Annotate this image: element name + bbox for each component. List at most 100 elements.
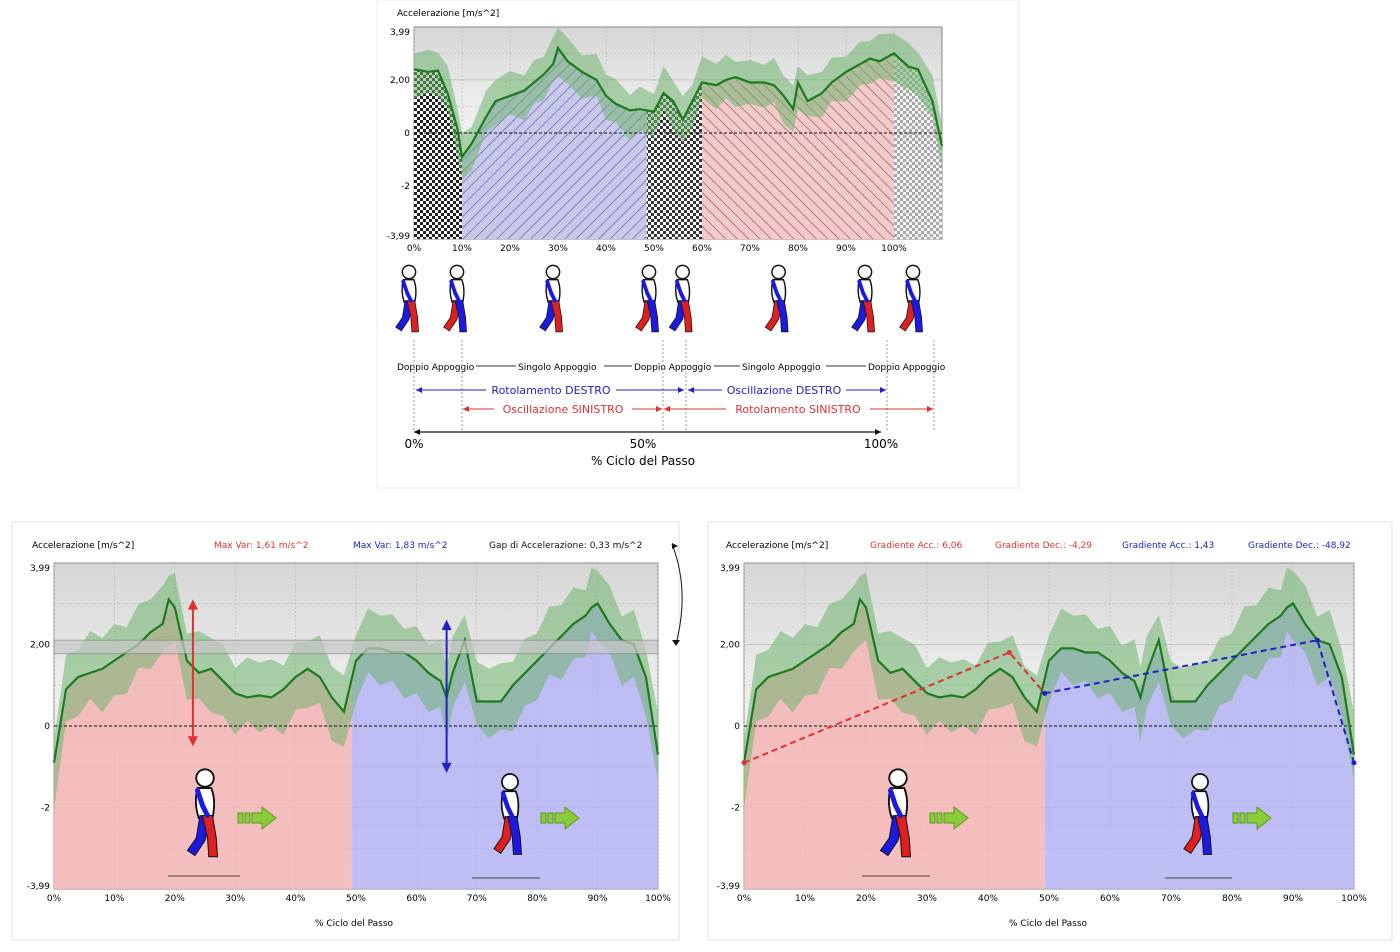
- phase-dividers: [413, 340, 935, 432]
- phase-single-support-1: Singolo Appoggio: [518, 363, 597, 373]
- left-chart: 3,99 2,00 0 -2 -3,99 0% 10% 20% 30% 40% 50% 60% 70% 8…: [27, 562, 671, 904]
- blue-gradient-point: [1351, 760, 1357, 766]
- left-xlabel: % Ciclo del Passo: [315, 919, 394, 929]
- mean-acceleration-line: [413, 45, 944, 160]
- walking-person-icon: [186, 768, 219, 858]
- direction-arrow-icon: [237, 805, 277, 831]
- y-tick-label: 2,00: [720, 640, 740, 650]
- x-tick-label: 70%: [467, 894, 487, 904]
- x-tick-label: 60%: [406, 894, 426, 904]
- phase-double-support-2: Doppio Appoggio: [634, 363, 712, 373]
- gap-bracket-arrow: [671, 543, 683, 645]
- y-tick-label: -3,99: [717, 882, 741, 892]
- blue-gradient-point: [1042, 690, 1048, 696]
- x-tick-label: 70%: [1161, 894, 1181, 904]
- right-chart: 3,99 2,00 0 -2 -3,99 0% 10% 20% 30% 40% 50% 60% 70% 8…: [717, 562, 1367, 904]
- right-header: Accelerazione [m/s^2] Gradiente Acc.: 6,…: [726, 541, 1351, 551]
- label-rot-sinistro: Rotolamento SINISTRO: [735, 403, 861, 416]
- right-xlabel: % Ciclo del Passo: [1009, 919, 1088, 929]
- variability-band: [414, 27, 942, 180]
- variability-band: [54, 567, 658, 809]
- walking-person-icon: [443, 264, 467, 333]
- variability-band: [744, 567, 1354, 809]
- right-grad-dec-red: Gradiente Dec.: -4,29: [995, 541, 1092, 551]
- left-max-var-red: Max Var: 1,61 m/s^2: [214, 541, 309, 551]
- x-tick-label: 80%: [1222, 894, 1242, 904]
- left-max-var-blue: Max Var: 1,83 m/s^2: [353, 541, 448, 551]
- walking-person-icon: [668, 264, 693, 333]
- y-tick-label: 3,99: [390, 28, 410, 38]
- x-tick-label: 30%: [548, 244, 568, 254]
- gap-arrowtail-icon: [672, 543, 678, 549]
- x-tick-label: 90%: [836, 244, 856, 254]
- left-ylabel: Accelerazione [m/s^2]: [32, 541, 134, 551]
- walking-person-icon: [395, 264, 419, 333]
- right-grad-acc-blue: Gradiente Acc.: 1,43: [1122, 541, 1214, 551]
- blue-gradient-point: [1314, 637, 1320, 643]
- label-osc-sinistro: Oscillazione SINISTRO: [503, 403, 624, 416]
- y-tick-label: -3,99: [27, 882, 51, 892]
- top-gait-figures: [395, 264, 923, 333]
- blue-arrow-down-icon: [441, 762, 452, 773]
- x-tick-label: 70%: [740, 244, 760, 254]
- x-tick-label: 40%: [978, 894, 998, 904]
- y-tick-label: -2: [401, 182, 410, 192]
- y-tick-label: -3,99: [387, 232, 411, 242]
- y-tick-label: 0: [44, 722, 50, 732]
- x-tick-label: 10%: [452, 244, 472, 254]
- y-tick-label: 2,00: [30, 640, 50, 650]
- y-tick-label: 3,99: [720, 564, 740, 574]
- y-tick-label: 0: [734, 722, 740, 732]
- walking-person-icon: [1183, 773, 1212, 855]
- phase-double-support-3: Doppio Appoggio: [868, 363, 946, 373]
- right-grad-dec-blue: Gradiente Dec.: -48,92: [1248, 541, 1351, 551]
- y-tick-label: -2: [731, 804, 740, 814]
- cycle-tick-0: 0%: [404, 437, 423, 451]
- walking-person-icon: [493, 773, 522, 855]
- x-tick-label: 20%: [500, 244, 520, 254]
- walking-person-icon: [851, 264, 875, 333]
- walking-person-icon: [635, 264, 659, 333]
- y-tick-label: 2,00: [390, 76, 410, 86]
- cycle-tick-100: 100%: [864, 437, 898, 451]
- x-tick-label: 100%: [881, 244, 907, 254]
- direction-arrow-icon: [540, 805, 580, 831]
- walking-person-icon: [539, 264, 563, 333]
- x-tick-label: 60%: [692, 244, 712, 254]
- x-tick-label: 20%: [165, 894, 185, 904]
- x-tick-label: 80%: [788, 244, 808, 254]
- x-tick-label: 50%: [346, 894, 366, 904]
- label-osc-destro: Oscillazione DESTRO: [727, 384, 842, 397]
- blue-arrow-up-icon: [441, 619, 452, 630]
- phase-arrows: Rotolamento DESTRO Oscillazione DESTRO O…: [416, 383, 933, 416]
- x-tick-label: 100%: [645, 894, 671, 904]
- top-ylabel: Accelerazione [m/s^2]: [397, 9, 499, 19]
- direction-arrow-icon: [1232, 805, 1272, 831]
- phase-single-support-2: Singolo Appoggio: [742, 363, 821, 373]
- walking-person-icon: [764, 264, 789, 333]
- walking-person-icon: [879, 768, 912, 858]
- direction-arrow-icon: [929, 805, 969, 831]
- x-tick-label: 40%: [596, 244, 616, 254]
- phase-labels: Doppio Appoggio Singolo Appoggio Doppio …: [397, 363, 946, 373]
- gap-band: [53, 639, 659, 655]
- x-tick-label: 50%: [1039, 894, 1059, 904]
- x-tick-label: 10%: [795, 894, 815, 904]
- red-gradient-point: [741, 760, 747, 766]
- blue-gradient-lines: [1044, 639, 1355, 764]
- right-ylabel: Accelerazione [m/s^2]: [726, 541, 828, 551]
- x-tick-label: 60%: [1100, 894, 1120, 904]
- mean-acceleration-line: [742, 596, 1356, 763]
- red-gradient-lines: [743, 651, 1046, 764]
- cycle-axis-label: % Ciclo del Passo: [591, 454, 695, 468]
- x-tick-label: 0%: [47, 894, 62, 904]
- red-gradient-point: [1006, 649, 1012, 655]
- cycle-tick-50: 50%: [630, 437, 657, 451]
- top-chart: 3,99 2,00 0 -2 -3,99 0% 10% 20% 30% 40% 50% 60% 70% 8…: [387, 26, 944, 254]
- x-tick-label: 80%: [527, 894, 547, 904]
- x-tick-label: 100%: [1341, 894, 1367, 904]
- gap-arrowhead-icon: [672, 640, 680, 646]
- cycle-axis: 0% 50% 100% % Ciclo del Passo: [404, 429, 898, 468]
- x-tick-label: 0%: [407, 244, 422, 254]
